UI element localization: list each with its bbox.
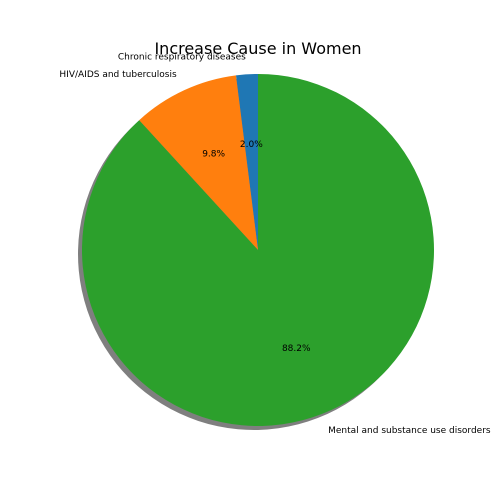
- pie-slice-hiv-aids-and-tuberculosis: [139, 75, 258, 250]
- slice-percent-mental-and-substance-use-disorders: 88.2%: [282, 344, 311, 354]
- slice-label-hiv-aids-and-tuberculosis: HIV/AIDS and tuberculosis: [59, 70, 177, 80]
- slice-percent-hiv-aids-and-tuberculosis: 9.8%: [202, 150, 225, 160]
- pie-slice-mental-and-substance-use-disorders: [81, 74, 434, 426]
- pie-labels: Chronic respiratory diseases 2.0% HIV/AIDS…: [59, 52, 491, 436]
- pie-slices: [81, 74, 434, 426]
- slice-percent-chronic-respiratory-diseases: 2.0%: [240, 140, 263, 150]
- chart-title: Increase Cause in Women: [154, 39, 361, 58]
- slice-label-mental-and-substance-use-disorders: Mental and substance use disorders: [328, 426, 491, 436]
- pie-slice-chronic-respiratory-diseases: [235, 74, 258, 250]
- slice-label-chronic-respiratory-diseases: Chronic respiratory diseases: [118, 52, 246, 62]
